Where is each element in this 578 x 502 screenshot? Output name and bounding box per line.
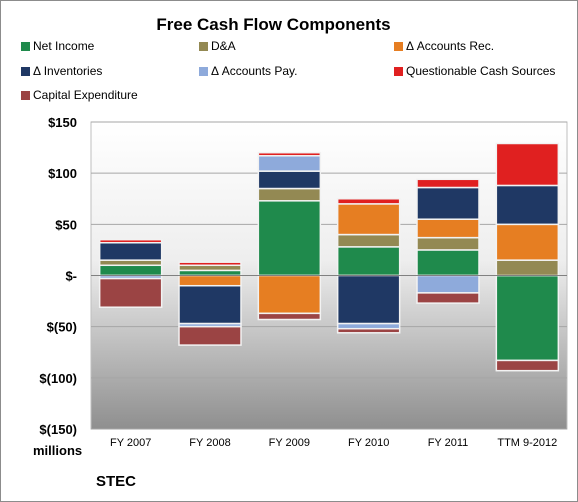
legend-swatch xyxy=(199,42,208,51)
bar-segment xyxy=(416,249,480,277)
bar-segment xyxy=(98,264,163,277)
bar-segment xyxy=(178,264,242,272)
bar-segment xyxy=(257,151,322,157)
bar-segment xyxy=(336,274,401,325)
bar-segment xyxy=(336,327,401,334)
bar-segment xyxy=(416,292,480,304)
bar-segment xyxy=(416,274,480,294)
bar-segment xyxy=(495,274,560,362)
bar-segment xyxy=(495,259,560,277)
unit-label: millions xyxy=(33,443,83,458)
legend-swatch xyxy=(394,42,403,51)
bar-segment xyxy=(495,184,560,226)
bar-segment xyxy=(416,178,480,189)
chart-title: Free Cash Flow Components xyxy=(156,15,391,34)
bar-segment xyxy=(336,203,401,236)
bar-segment xyxy=(495,223,560,261)
legend-item: Δ Accounts Rec. xyxy=(394,39,494,53)
bar-segment xyxy=(416,236,480,251)
bar-segment xyxy=(257,170,322,190)
y-tick-label: $50 xyxy=(55,217,77,232)
y-tick-label: $(150) xyxy=(39,422,77,437)
bar-segment xyxy=(336,246,401,277)
legend-label: Questionable Cash Sources xyxy=(406,64,556,78)
bar-segment xyxy=(98,242,163,261)
bar-segment xyxy=(416,186,480,220)
legend-swatch xyxy=(21,91,30,100)
bar-segment xyxy=(336,322,401,330)
legend-label: Δ Accounts Pay. xyxy=(211,64,298,78)
bar-segment xyxy=(257,274,322,315)
legend-label: Δ Accounts Rec. xyxy=(406,39,495,53)
legend-label: Capital Expenditure xyxy=(33,88,138,102)
legend-swatch xyxy=(21,67,30,76)
bar-segment xyxy=(178,261,242,267)
x-tick-label: FY 2008 xyxy=(189,437,230,449)
legend-item: Net Income xyxy=(21,39,94,53)
bar-segment xyxy=(178,325,242,346)
bar-segment xyxy=(495,142,560,187)
legend-item: Capital Expenditure xyxy=(21,88,138,102)
bar-segment xyxy=(98,238,163,244)
legend-item: Δ Accounts Pay. xyxy=(199,64,298,78)
bar-segment xyxy=(178,269,242,277)
y-tick-label: $100 xyxy=(48,166,77,181)
bar-segment xyxy=(98,277,163,308)
y-tick-label: $- xyxy=(65,269,77,284)
bar-segment xyxy=(178,274,242,287)
x-tick-label: FY 2010 xyxy=(348,437,389,449)
bar-segment xyxy=(257,200,322,277)
x-tick-label: TTM 9-2012 xyxy=(497,437,557,449)
bar-segment xyxy=(257,155,322,172)
bar-segment xyxy=(257,187,322,202)
legend-swatch xyxy=(21,42,30,51)
legend-label: Net Income xyxy=(33,39,95,53)
bar-segment xyxy=(336,198,401,205)
legend-swatch xyxy=(394,67,403,76)
legend-item: Δ Inventories xyxy=(21,64,102,78)
legend-label: Δ Inventories xyxy=(33,64,103,78)
legend-swatch xyxy=(199,67,208,76)
bar-segment xyxy=(416,218,480,239)
bar-segment xyxy=(98,259,163,267)
y-tick-label: $150 xyxy=(48,115,77,130)
x-tick-label: FY 2009 xyxy=(269,437,310,449)
legend-item: D&A xyxy=(199,39,236,53)
y-tick-label: $(100) xyxy=(39,371,77,386)
company-label: STEC xyxy=(96,473,137,490)
bar-segment xyxy=(178,284,242,325)
bar-segment xyxy=(336,233,401,248)
y-tick-label: $(50) xyxy=(47,320,77,335)
bar-segment xyxy=(257,312,322,321)
x-tick-label: FY 2007 xyxy=(110,437,151,449)
legend-label: D&A xyxy=(211,39,236,53)
bar-segment xyxy=(495,359,560,372)
x-tick-label: FY 2011 xyxy=(428,437,469,449)
legend-item: Questionable Cash Sources xyxy=(394,64,555,78)
